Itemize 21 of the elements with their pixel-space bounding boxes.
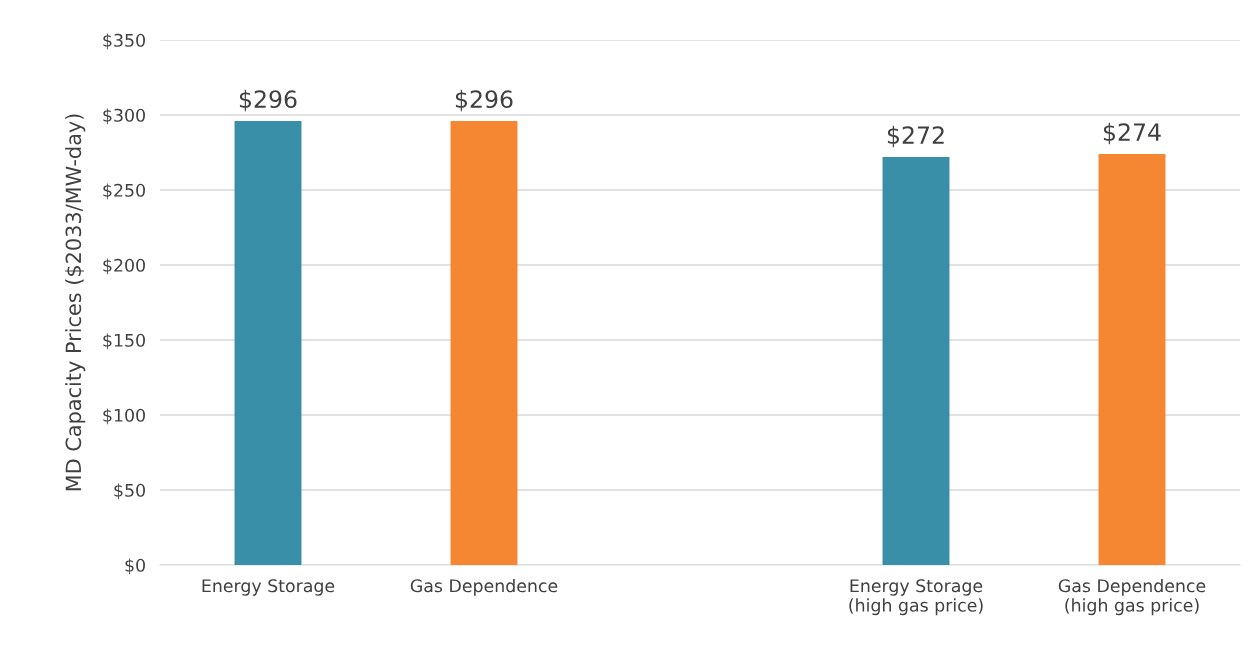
bar (450, 121, 518, 565)
y-tick-label: $300 (103, 108, 145, 125)
y-tick-label: $150 (103, 333, 145, 350)
data-label: $296 (455, 89, 513, 112)
data-label: $296 (239, 89, 297, 112)
x-tick-label: Energy Storage (high gas price) (849, 579, 983, 616)
bar (882, 157, 950, 565)
y-tick-label: $250 (103, 183, 145, 200)
y-tick-label: $0 (125, 558, 145, 575)
y-tick-label: $100 (103, 408, 145, 425)
x-tick-label: Energy Storage (202, 579, 335, 596)
y-tick-label: $200 (103, 258, 145, 275)
y-axis-title: MD Capacity Prices ($2033/MW-day) (65, 114, 86, 491)
y-tick-label: $350 (103, 33, 145, 50)
x-tick-label: Gas Dependence (high gas price) (1058, 578, 1206, 616)
bar (234, 121, 302, 565)
y-tick-label: $50 (114, 483, 145, 500)
x-tick-label: Gas Dependence (410, 578, 558, 596)
data-label: $272 (887, 125, 944, 148)
bar (1098, 154, 1166, 565)
data-label: $274 (1103, 122, 1161, 145)
